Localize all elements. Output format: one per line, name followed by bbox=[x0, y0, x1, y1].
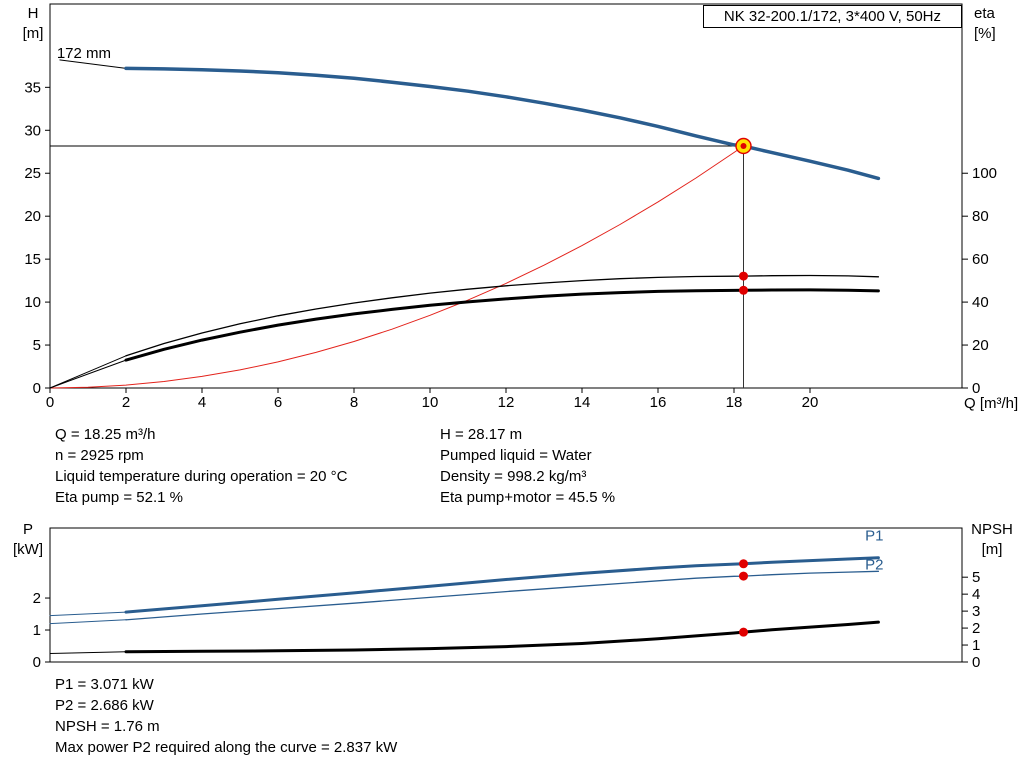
h-axis-unit-dim: [m] bbox=[22, 25, 44, 42]
info-line-eta-pump: Eta pump = 52.1 % bbox=[55, 489, 183, 506]
y-right-tick-label: 1 bbox=[972, 637, 980, 654]
curve-point-marker bbox=[739, 285, 748, 295]
info-line-eta-pump-motor: Eta pump+motor = 45.5 % bbox=[440, 489, 616, 506]
y-left-tick-label: 35 bbox=[24, 79, 41, 96]
npsh-axis-unit-dim: [m] bbox=[981, 541, 1003, 558]
y-left-tick-label: 25 bbox=[24, 165, 41, 182]
x-tick-label: 20 bbox=[802, 394, 819, 411]
y-right-tick-label: 2 bbox=[972, 620, 980, 637]
info-line-temperature: Liquid temperature during operation = 20… bbox=[55, 468, 348, 485]
qh-eta-chart: 0 2 4 6 8 10 12 14 16 18 20 0 5 10 15 20 25 30 35 0 20 40 60 80… bbox=[24, 3, 997, 411]
q-axis-unit: Q [m³/h] bbox=[964, 395, 1019, 412]
curve-point-marker bbox=[739, 271, 748, 281]
impeller-label-leader bbox=[59, 59, 127, 69]
eta-pump-motor-curve bbox=[49, 359, 127, 389]
p1-label: P1 bbox=[865, 527, 883, 544]
x-tick-label: 18 bbox=[726, 394, 743, 411]
p-axis-unit-symbol: P bbox=[22, 521, 33, 538]
y-left-tick-label: 1 bbox=[33, 622, 41, 639]
eta-pump-motor-curve bbox=[124, 288, 880, 362]
curve-point-marker bbox=[739, 559, 748, 569]
info-line-max-p2: Max power P2 required along the curve = … bbox=[55, 739, 398, 756]
x-tick-label: 6 bbox=[274, 394, 282, 411]
duty-info-left-column: Q = 18.25 m³/h n = 2925 rpm Liquid tempe… bbox=[55, 424, 347, 508]
info-line-npsh: NPSH = 1.76 m bbox=[55, 718, 160, 735]
info-line-p1: P1 = 3.071 kW bbox=[55, 676, 154, 693]
x-tick-label: 10 bbox=[422, 394, 439, 411]
y-right-tick-label: 80 bbox=[972, 208, 989, 225]
y-left-tick-label: 0 bbox=[33, 654, 41, 671]
y-right-tick-label: 3 bbox=[972, 603, 980, 620]
y-right-tick-label: 40 bbox=[972, 294, 989, 311]
eta-axis-unit-dim: [%] bbox=[974, 25, 996, 42]
p2-power-curve bbox=[125, 570, 880, 621]
p1-power-curve bbox=[49, 611, 127, 617]
eta-axis-unit-symbol: eta bbox=[974, 5, 995, 22]
y-left-tick-label: 0 bbox=[33, 380, 41, 397]
power-info-block: P1 = 3.071 kW P2 = 2.686 kW NPSH = 1.76 … bbox=[55, 674, 397, 758]
info-line-p2: P2 = 2.686 kW bbox=[55, 697, 154, 714]
x-tick-label: 4 bbox=[198, 394, 206, 411]
info-line-density: Density = 998.2 kg/m³ bbox=[440, 468, 587, 485]
y-left-tick-label: 2 bbox=[33, 590, 41, 607]
x-tick-label: 14 bbox=[574, 394, 591, 411]
eta-axis-unit: eta [%] bbox=[974, 4, 996, 44]
eta-pump-curve bbox=[125, 274, 880, 357]
p-axis-unit-dim: [kW] bbox=[13, 541, 43, 558]
x-tick-label: 16 bbox=[650, 394, 667, 411]
y-left-tick-label: 15 bbox=[24, 251, 41, 268]
h-axis-unit: H [m] bbox=[16, 4, 50, 44]
head-curve-172mm bbox=[124, 66, 881, 181]
npsh-curve bbox=[49, 651, 127, 654]
y-right-tick-label: 0 bbox=[972, 380, 980, 397]
y-right-tick-label: 60 bbox=[972, 251, 989, 268]
system-curve bbox=[49, 145, 744, 389]
info-line-speed: n = 2925 rpm bbox=[55, 447, 144, 464]
duty-info-right-column: H = 28.17 m Pumped liquid = Water Densit… bbox=[440, 424, 615, 508]
p-axis-unit: P [kW] bbox=[6, 520, 50, 560]
plot-frame bbox=[49, 527, 963, 663]
duty-point-center bbox=[740, 143, 747, 150]
y-right-tick-label: 100 bbox=[972, 165, 997, 182]
y-right-tick-label: 20 bbox=[972, 337, 989, 354]
curve-point-marker bbox=[739, 571, 748, 581]
x-tick-label: 12 bbox=[498, 394, 515, 411]
npsh-axis-unit: NPSH [m] bbox=[968, 520, 1016, 560]
h-axis-unit-symbol: H bbox=[27, 5, 39, 22]
x-tick-label: 8 bbox=[350, 394, 358, 411]
npsh-curve bbox=[124, 620, 880, 654]
plot-frame bbox=[49, 3, 963, 389]
p1-power-curve bbox=[124, 556, 880, 614]
y-right-tick-label: 5 bbox=[972, 569, 980, 586]
info-line-flow: Q = 18.25 m³/h bbox=[55, 426, 156, 443]
y-left-tick-label: 20 bbox=[24, 208, 41, 225]
y-right-tick-label: 0 bbox=[972, 654, 980, 671]
x-tick-label: 0 bbox=[46, 394, 54, 411]
eta-pump-curve bbox=[49, 355, 127, 389]
y-left-tick-label: 10 bbox=[24, 294, 41, 311]
y-left-tick-label: 5 bbox=[33, 337, 41, 354]
curve-point-marker bbox=[739, 627, 748, 637]
y-right-tick-label: 4 bbox=[972, 586, 980, 603]
p2-label: P2 bbox=[865, 556, 883, 573]
info-line-head: H = 28.17 m bbox=[440, 426, 523, 443]
y-left-tick-label: 30 bbox=[24, 122, 41, 139]
npsh-axis-unit-symbol: NPSH bbox=[971, 521, 1013, 538]
pump-title-box: NK 32-200.1/172, 3*400 V, 50Hz bbox=[702, 5, 962, 28]
impeller-diameter-label: 172 mm bbox=[57, 45, 111, 62]
p2-power-curve bbox=[49, 619, 127, 625]
info-line-liquid: Pumped liquid = Water bbox=[440, 447, 592, 464]
x-tick-label: 2 bbox=[122, 394, 130, 411]
